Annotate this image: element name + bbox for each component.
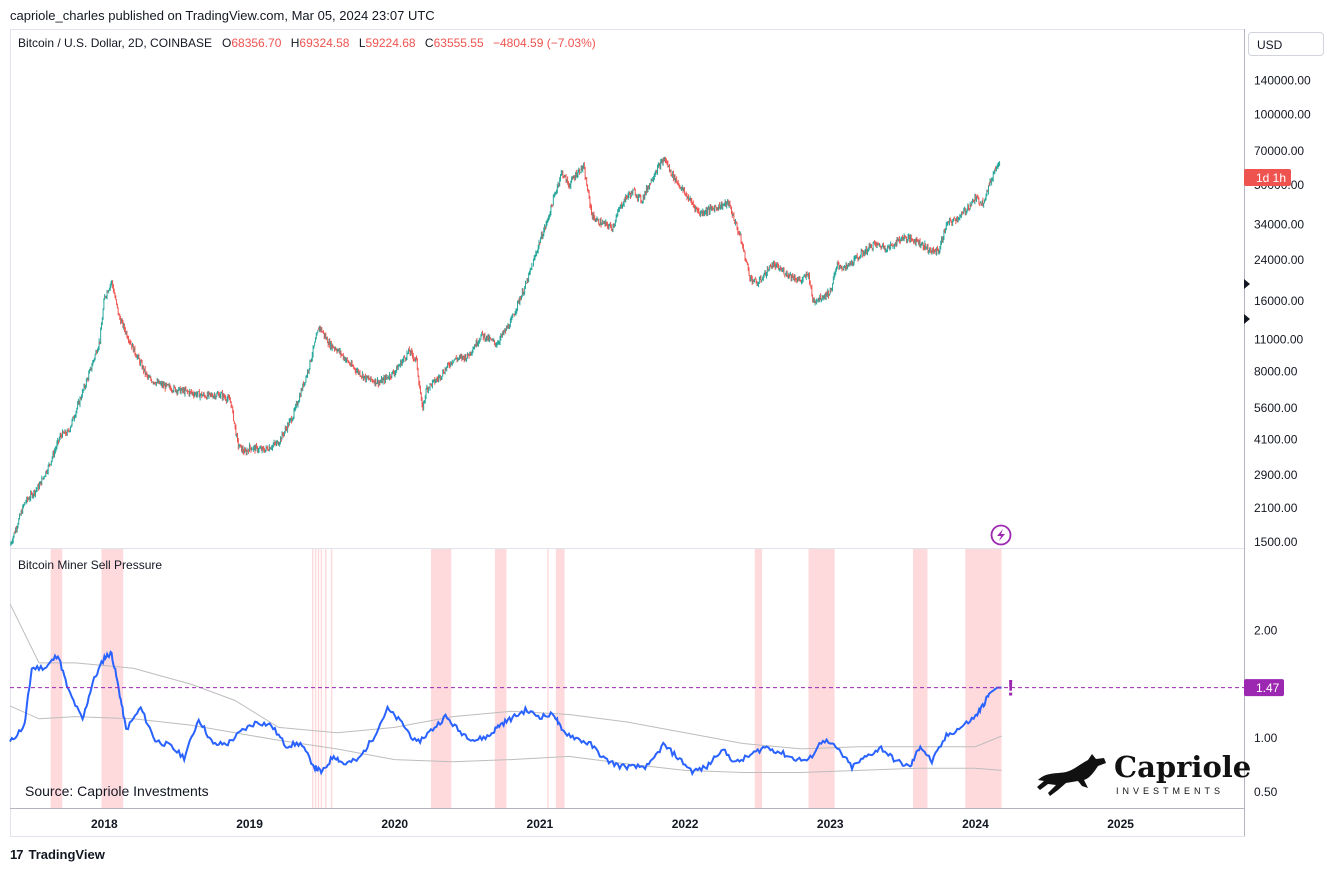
low-label: L [359, 36, 366, 50]
sell-pressure-line [9, 650, 1002, 777]
close-label: C [425, 36, 434, 50]
price-scale[interactable]: 200000.00140000.00100000.0070000.0050000… [1254, 37, 1311, 549]
capriole-subtitle: INVESTMENTS [1116, 786, 1225, 796]
low-value: 59224.68 [366, 36, 416, 50]
sell-pressure-zone [808, 549, 835, 808]
time-axis[interactable]: 2018 2019 2020 2021 2022 2023 2024 2025 [91, 817, 1134, 831]
indicator-scale[interactable]: 2.00 1.00 0.50 [1254, 624, 1278, 799]
indicator-tick-label: 0.50 [1254, 785, 1278, 799]
sell-pressure-zone [555, 549, 565, 808]
time-tick-label: 2024 [962, 817, 989, 831]
price-tick-label: 34000.00 [1254, 217, 1304, 231]
sell-pressure-zone [311, 549, 314, 808]
indicator-bands [9, 603, 1002, 773]
countdown-text: 1d 1h [1256, 171, 1286, 185]
countdown-badge [1244, 169, 1291, 186]
signal-exclamation: ! [1007, 676, 1014, 701]
sell-pressure-zone [494, 549, 507, 808]
sell-pressure-zone [325, 549, 327, 808]
sell-pressure-zone [330, 549, 333, 808]
open-value: 68356.70 [231, 36, 281, 50]
close-value: 63555.55 [434, 36, 484, 50]
time-tick-label: 2021 [527, 817, 554, 831]
time-tick-label: 2022 [672, 817, 699, 831]
tradingview-mark-icon: 17 [10, 847, 24, 862]
sell-pressure-zone [431, 549, 452, 808]
change-value: −4804.59 (−7.03%) [493, 36, 596, 50]
ohlc-readout: O68356.70 H69324.58 L59224.68 C63555.55 … [222, 36, 596, 50]
sell-pressure-zone [101, 549, 124, 808]
horse-icon [1037, 754, 1106, 796]
price-tick-label: 11000.00 [1254, 332, 1303, 346]
capriole-name: Capriole [1114, 750, 1252, 784]
price-tick-label: 24000.00 [1254, 253, 1304, 267]
price-tick-label: 1500.00 [1254, 535, 1298, 549]
price-candles [10, 156, 1001, 546]
current-value-badge [1244, 679, 1284, 697]
current-value-text: 1.47 [1256, 681, 1280, 695]
price-tick-label: 16000.00 [1254, 294, 1304, 308]
sell-pressure-zone [320, 549, 323, 808]
time-tick-label: 2023 [817, 817, 844, 831]
price-tick-label: 2100.00 [1254, 501, 1298, 515]
sell-pressure-zone [754, 549, 763, 808]
price-tick-label: 2900.00 [1254, 468, 1298, 482]
price-tick-label: 5600.00 [1254, 401, 1298, 415]
high-value: 69324.58 [299, 36, 349, 50]
capriole-logo: Capriole INVESTMENTS [1036, 750, 1251, 800]
price-tick-label: 8000.00 [1254, 365, 1298, 379]
tradingview-logo[interactable]: 17 TradingView [10, 847, 105, 862]
indicator-tick-label: 1.00 [1254, 731, 1278, 745]
time-tick-label: 2025 [1107, 817, 1134, 831]
high-label: H [291, 36, 300, 50]
time-tick-label: 2019 [236, 817, 263, 831]
source-label: Source: Capriole Investments [25, 783, 209, 799]
scale-marker-arrow [1244, 279, 1250, 289]
price-tick-label: 140000.00 [1254, 74, 1311, 88]
sell-pressure-zone [314, 549, 317, 808]
price-tick-label: 100000.00 [1254, 108, 1311, 122]
band-line [9, 603, 1002, 750]
tradingview-wordmark: TradingView [28, 847, 105, 862]
sell-pressure-zone [547, 549, 549, 808]
currency-button[interactable]: USD [1248, 32, 1324, 56]
lightning-icon[interactable] [990, 524, 1012, 546]
time-tick-label: 2020 [381, 817, 408, 831]
sell-pressure-zones [50, 549, 1002, 808]
open-label: O [222, 36, 231, 50]
indicator-tick-label: 2.00 [1254, 624, 1278, 638]
sell-pressure-zone [912, 549, 928, 808]
indicator-title[interactable]: Bitcoin Miner Sell Pressure [18, 558, 162, 572]
price-tick-label: 70000.00 [1254, 144, 1304, 158]
published-header: capriole_charles published on TradingVie… [10, 8, 435, 23]
sell-pressure-zone [50, 549, 63, 808]
time-tick-label: 2018 [91, 817, 118, 831]
sell-pressure-zone [317, 549, 320, 808]
scale-marker-arrow [1244, 314, 1250, 324]
sell-pressure-zone [965, 549, 1002, 808]
band-line [9, 705, 1002, 773]
symbol-title[interactable]: Bitcoin / U.S. Dollar, 2D, COINBASE [18, 36, 212, 50]
chart-pane-border [10, 29, 1245, 837]
price-tick-label: 4100.00 [1254, 433, 1298, 447]
